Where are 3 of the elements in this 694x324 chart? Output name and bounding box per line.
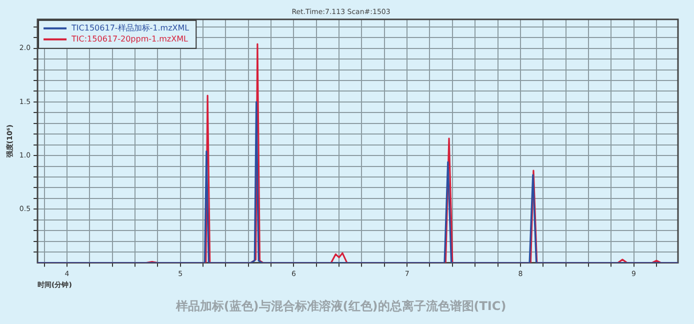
legend-label: TIC150617-样品加标-1.mzXML [70, 23, 190, 32]
text: 样品加标(蓝色)与混合标准溶液(红色)的总离子流色谱图(TIC) [174, 298, 506, 313]
legend-label: TIC:150617-20ppm-1.mzXML [70, 34, 189, 44]
